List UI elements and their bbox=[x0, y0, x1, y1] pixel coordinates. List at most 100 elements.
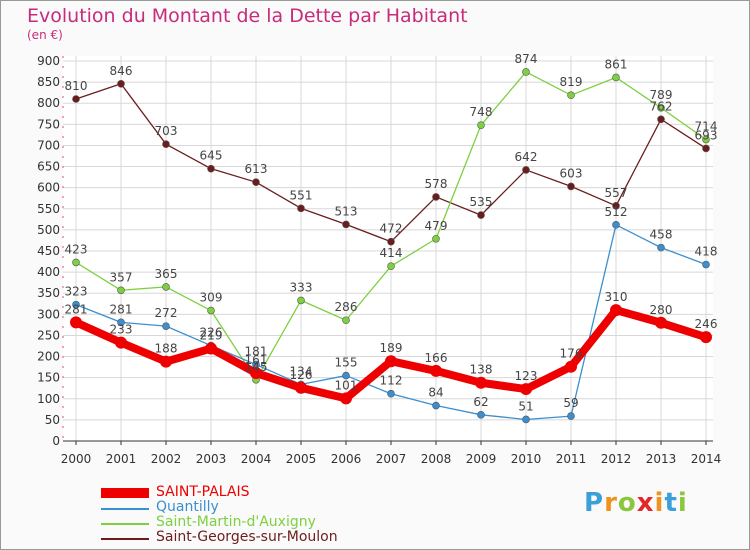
data-label-saint-palais: 233 bbox=[110, 323, 133, 337]
data-label-saint-georges-sur-moulon: 846 bbox=[110, 64, 133, 78]
y-tick-label: 900 bbox=[37, 54, 60, 68]
data-point-quantilly bbox=[567, 412, 575, 420]
data-point-saint-georges-sur-moulon bbox=[162, 140, 170, 148]
logo-letter: i bbox=[654, 488, 665, 518]
data-point-quantilly bbox=[702, 260, 710, 269]
x-tick-label: 2004 bbox=[241, 452, 272, 466]
y-tick-label: 150 bbox=[37, 371, 60, 385]
y-tick-label: 100 bbox=[37, 392, 60, 406]
data-label-quantilly: 418 bbox=[695, 245, 718, 259]
data-point-quantilly bbox=[117, 318, 125, 327]
data-point-quantilly bbox=[657, 243, 665, 252]
logo-letter: i bbox=[677, 488, 688, 518]
data-point-quantilly bbox=[342, 371, 350, 380]
data-label-saint-georges-sur-moulon: 472 bbox=[380, 222, 403, 236]
data-point-saint-martin-d-auxigny bbox=[72, 258, 80, 267]
data-label-saint-martin-d-auxigny: 357 bbox=[110, 270, 133, 284]
data-point-quantilly bbox=[162, 322, 170, 330]
x-tick-label: 2009 bbox=[466, 452, 497, 466]
x-tick-label: 2011 bbox=[556, 452, 587, 466]
y-tick-label: 50 bbox=[45, 413, 60, 427]
data-point-saint-palais bbox=[250, 367, 262, 380]
data-label-saint-palais: 281 bbox=[65, 302, 88, 316]
data-label-saint-georges-sur-moulon: 645 bbox=[200, 149, 223, 163]
data-point-saint-martin-d-auxigny bbox=[567, 91, 575, 99]
data-point-saint-georges-sur-moulon bbox=[657, 115, 665, 124]
logo-letter: P bbox=[584, 488, 605, 518]
data-label-quantilly: 59 bbox=[563, 396, 578, 410]
logo-letter: r bbox=[604, 488, 618, 518]
data-point-quantilly bbox=[72, 300, 80, 309]
data-point-saint-georges-sur-moulon bbox=[72, 95, 80, 103]
logo-letter: x bbox=[636, 488, 655, 518]
data-label-saint-martin-d-auxigny: 145 bbox=[245, 360, 268, 374]
data-label-saint-palais: 246 bbox=[695, 317, 718, 331]
x-tick-label: 2013 bbox=[646, 452, 677, 466]
data-label-saint-georges-sur-moulon: 703 bbox=[155, 124, 178, 138]
data-point-saint-georges-sur-moulon bbox=[477, 211, 485, 219]
data-point-saint-palais bbox=[655, 316, 667, 329]
y-tick-label: 300 bbox=[37, 307, 60, 321]
data-label-quantilly: 51 bbox=[518, 399, 533, 413]
data-point-saint-martin-d-auxigny bbox=[297, 296, 305, 305]
data-point-saint-martin-d-auxigny bbox=[342, 316, 350, 325]
data-point-saint-martin-d-auxigny bbox=[522, 68, 530, 76]
x-tick-label: 2014 bbox=[691, 452, 722, 466]
y-tick-label: 700 bbox=[37, 138, 60, 152]
data-point-saint-palais bbox=[205, 342, 217, 355]
data-point-saint-georges-sur-moulon bbox=[297, 204, 305, 213]
y-tick-label: 650 bbox=[37, 160, 60, 174]
data-point-saint-palais bbox=[70, 316, 82, 329]
data-label-saint-palais: 188 bbox=[155, 342, 178, 356]
data-point-saint-georges-sur-moulon bbox=[207, 164, 215, 173]
data-label-saint-georges-sur-moulon: 513 bbox=[335, 204, 358, 218]
data-point-saint-georges-sur-moulon bbox=[387, 237, 395, 246]
x-tick-label: 2008 bbox=[421, 452, 452, 466]
data-point-saint-palais bbox=[160, 355, 172, 368]
data-label-saint-martin-d-auxigny: 714 bbox=[695, 120, 718, 134]
x-tick-label: 2007 bbox=[376, 452, 407, 466]
x-tick-label: 2006 bbox=[331, 452, 362, 466]
y-tick-label: 200 bbox=[37, 350, 60, 364]
data-point-saint-palais bbox=[520, 383, 532, 396]
data-label-saint-martin-d-auxigny: 414 bbox=[380, 246, 403, 260]
x-tick-label: 2005 bbox=[286, 452, 317, 466]
data-label-quantilly: 512 bbox=[605, 205, 628, 219]
data-point-saint-martin-d-auxigny bbox=[162, 283, 170, 291]
data-label-saint-martin-d-auxigny: 309 bbox=[200, 291, 223, 305]
x-tick-label: 2012 bbox=[601, 452, 632, 466]
data-label-saint-georges-sur-moulon: 578 bbox=[425, 177, 448, 191]
data-label-saint-palais: 126 bbox=[290, 368, 313, 382]
data-point-quantilly bbox=[522, 415, 530, 424]
data-point-saint-martin-d-auxigny bbox=[387, 262, 395, 271]
y-tick-label: 0 bbox=[52, 434, 60, 448]
x-tick-label: 2003 bbox=[196, 452, 227, 466]
data-label-saint-martin-d-auxigny: 789 bbox=[650, 88, 673, 102]
data-label-saint-martin-d-auxigny: 365 bbox=[155, 267, 178, 281]
x-tick-label: 2000 bbox=[61, 452, 92, 466]
data-label-saint-martin-d-auxigny: 286 bbox=[335, 300, 358, 314]
data-label-saint-palais: 123 bbox=[515, 369, 538, 383]
data-point-saint-palais bbox=[700, 331, 712, 344]
data-label-saint-palais: 161 bbox=[245, 353, 268, 367]
y-tick-label: 500 bbox=[37, 223, 60, 237]
data-label-saint-martin-d-auxigny: 423 bbox=[65, 242, 88, 256]
data-label-quantilly: 155 bbox=[335, 356, 358, 370]
data-label-quantilly: 226 bbox=[200, 326, 223, 340]
legend-swatch bbox=[101, 488, 149, 498]
data-point-saint-georges-sur-moulon bbox=[567, 182, 575, 191]
data-label-quantilly: 181 bbox=[245, 345, 268, 359]
y-tick-label: 350 bbox=[37, 286, 60, 300]
data-point-saint-georges-sur-moulon bbox=[522, 166, 530, 174]
data-label-quantilly: 62 bbox=[473, 395, 488, 409]
data-label-saint-palais: 219 bbox=[200, 329, 223, 343]
data-label-quantilly: 281 bbox=[110, 302, 133, 316]
data-label-saint-palais: 176 bbox=[560, 347, 583, 361]
data-label-quantilly: 272 bbox=[155, 306, 178, 320]
data-point-saint-martin-d-auxigny bbox=[702, 135, 710, 144]
x-tick-label: 2002 bbox=[151, 452, 182, 466]
chart-subtitle: (en €) bbox=[27, 28, 63, 42]
data-point-saint-palais bbox=[565, 360, 577, 373]
